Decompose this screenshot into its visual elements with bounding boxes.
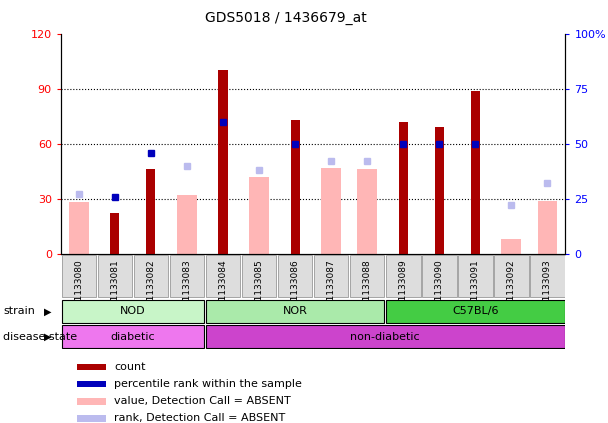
Bar bbox=[77, 415, 106, 422]
Text: GSM1133093: GSM1133093 bbox=[543, 259, 552, 320]
FancyBboxPatch shape bbox=[422, 255, 457, 297]
FancyBboxPatch shape bbox=[170, 255, 204, 297]
Text: GSM1133084: GSM1133084 bbox=[218, 259, 227, 320]
Bar bbox=[471, 91, 480, 254]
FancyBboxPatch shape bbox=[206, 255, 240, 297]
FancyBboxPatch shape bbox=[97, 255, 132, 297]
FancyBboxPatch shape bbox=[61, 325, 204, 348]
FancyBboxPatch shape bbox=[494, 255, 529, 297]
Bar bbox=[358, 170, 377, 254]
Text: GDS5018 / 1436679_at: GDS5018 / 1436679_at bbox=[205, 11, 367, 25]
FancyBboxPatch shape bbox=[278, 255, 313, 297]
Bar bbox=[291, 120, 300, 254]
FancyBboxPatch shape bbox=[530, 255, 565, 297]
Text: GSM1133085: GSM1133085 bbox=[255, 259, 263, 320]
Text: GSM1133089: GSM1133089 bbox=[399, 259, 408, 320]
Text: GSM1133080: GSM1133080 bbox=[74, 259, 83, 320]
Text: GSM1133087: GSM1133087 bbox=[326, 259, 336, 320]
FancyBboxPatch shape bbox=[458, 255, 492, 297]
Bar bbox=[321, 168, 341, 254]
Text: ▶: ▶ bbox=[44, 332, 51, 342]
Bar bbox=[77, 398, 106, 404]
FancyBboxPatch shape bbox=[386, 300, 565, 323]
Bar bbox=[177, 195, 197, 254]
FancyBboxPatch shape bbox=[61, 300, 204, 323]
Text: diabetic: diabetic bbox=[111, 332, 155, 342]
Text: value, Detection Call = ABSENT: value, Detection Call = ABSENT bbox=[114, 396, 291, 407]
FancyBboxPatch shape bbox=[242, 255, 277, 297]
Text: NOD: NOD bbox=[120, 306, 146, 316]
FancyBboxPatch shape bbox=[134, 255, 168, 297]
Bar bbox=[77, 381, 106, 387]
Bar bbox=[249, 177, 269, 254]
FancyBboxPatch shape bbox=[350, 255, 384, 297]
FancyBboxPatch shape bbox=[61, 255, 96, 297]
FancyBboxPatch shape bbox=[314, 255, 348, 297]
Text: GSM1133086: GSM1133086 bbox=[291, 259, 300, 320]
Bar bbox=[77, 364, 106, 371]
Bar bbox=[435, 127, 444, 254]
Bar bbox=[147, 170, 156, 254]
Text: GSM1133081: GSM1133081 bbox=[111, 259, 119, 320]
Text: GSM1133082: GSM1133082 bbox=[147, 259, 156, 320]
Text: strain: strain bbox=[3, 306, 35, 316]
FancyBboxPatch shape bbox=[206, 325, 565, 348]
Text: ▶: ▶ bbox=[44, 306, 51, 316]
FancyBboxPatch shape bbox=[386, 255, 421, 297]
Bar bbox=[399, 122, 408, 254]
Text: non-diabetic: non-diabetic bbox=[350, 332, 420, 342]
Text: GSM1133088: GSM1133088 bbox=[363, 259, 371, 320]
Bar bbox=[537, 201, 558, 254]
Bar bbox=[502, 239, 521, 254]
Bar bbox=[69, 203, 89, 254]
Text: GSM1133091: GSM1133091 bbox=[471, 259, 480, 320]
Bar bbox=[218, 71, 227, 254]
Text: percentile rank within the sample: percentile rank within the sample bbox=[114, 379, 302, 389]
Text: rank, Detection Call = ABSENT: rank, Detection Call = ABSENT bbox=[114, 413, 286, 423]
Text: GSM1133092: GSM1133092 bbox=[507, 259, 516, 320]
Text: GSM1133083: GSM1133083 bbox=[182, 259, 192, 320]
Bar bbox=[111, 214, 119, 254]
FancyBboxPatch shape bbox=[206, 300, 384, 323]
Text: NOR: NOR bbox=[283, 306, 308, 316]
Text: C57BL/6: C57BL/6 bbox=[452, 306, 499, 316]
Text: disease state: disease state bbox=[3, 332, 77, 342]
Text: GSM1133090: GSM1133090 bbox=[435, 259, 444, 320]
Text: count: count bbox=[114, 362, 146, 372]
